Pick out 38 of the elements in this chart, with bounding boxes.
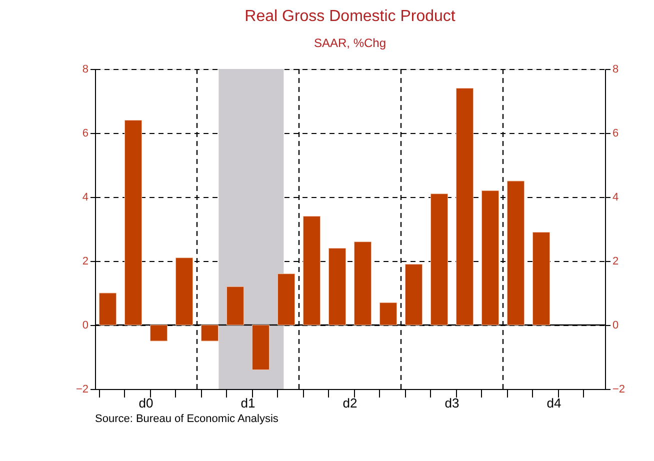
x-tick-label: d1 — [240, 396, 256, 410]
bar — [328, 248, 346, 326]
bar — [302, 216, 321, 326]
bar — [456, 88, 474, 326]
y-tick-label: 8 — [82, 64, 88, 76]
bar — [252, 324, 270, 370]
y2-tick-label: 2 — [612, 256, 619, 268]
y2-tick-label: 6 — [612, 128, 619, 140]
bar — [98, 292, 117, 326]
y-tick-label: 0 — [82, 320, 88, 332]
bar — [226, 286, 244, 326]
y2-tick-label: 4 — [612, 192, 619, 204]
x-tick-label: d2 — [342, 396, 358, 410]
x-tick-label: d0 — [138, 396, 154, 410]
y2-tick-label: 8 — [612, 64, 619, 76]
bar — [532, 232, 550, 326]
bar — [124, 120, 142, 326]
chart-subtitle: SAAR, %Chg — [314, 36, 386, 50]
bar — [150, 324, 168, 342]
bar — [200, 324, 219, 342]
bar — [277, 274, 296, 326]
bar — [481, 190, 500, 326]
x-tick-label: d4 — [546, 396, 562, 410]
y-tick-label: 2 — [82, 256, 88, 268]
bar — [430, 194, 448, 326]
bar — [175, 258, 194, 326]
bar — [379, 302, 398, 326]
bar — [506, 180, 525, 326]
bar — [354, 242, 372, 326]
y-tick-label: −2 — [76, 384, 88, 396]
y-tick-label: 4 — [82, 192, 88, 204]
bar — [404, 264, 423, 326]
source-note: Source: Bureau of Economic Analysis — [95, 413, 279, 425]
x-tick-label: d3 — [444, 396, 460, 410]
chart-title: Real Gross Domestic Product — [244, 8, 456, 25]
y2-tick-label: 0 — [612, 320, 619, 332]
y2-tick-label: −2 — [612, 384, 626, 396]
y-tick-label: 6 — [82, 128, 88, 140]
